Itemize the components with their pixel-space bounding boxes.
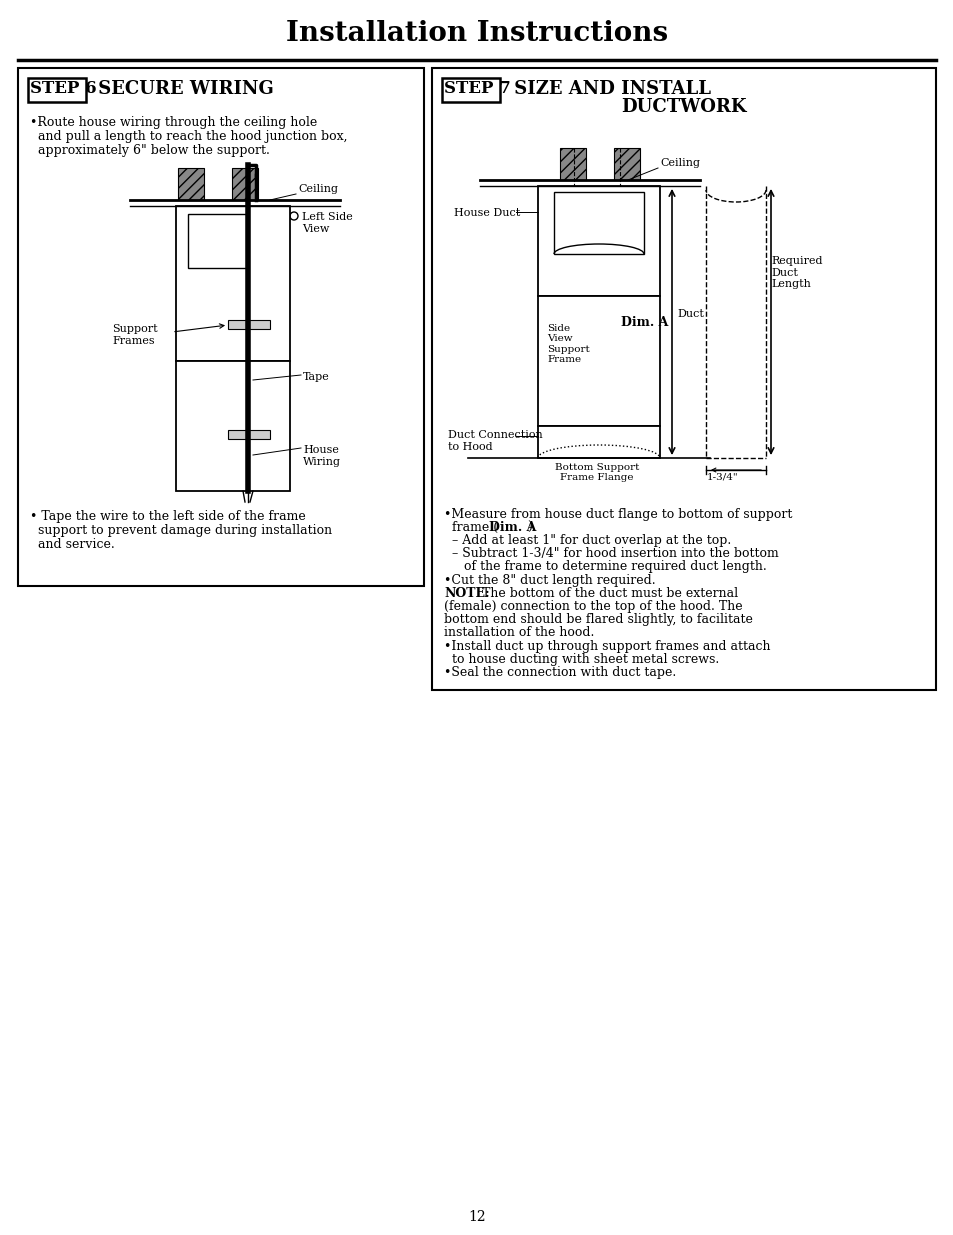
Text: •Install duct up through support frames and attach: •Install duct up through support frames … [443, 640, 770, 653]
Text: •Route house wiring through the ceiling hole: •Route house wiring through the ceiling … [30, 116, 317, 128]
Text: NOTE:: NOTE: [443, 587, 489, 600]
Bar [441, 78, 499, 103]
Bar [228, 320, 270, 329]
Text: 1-3/4": 1-3/4" [706, 473, 738, 482]
Bar [232, 168, 257, 200]
Bar [559, 148, 585, 180]
Bar [554, 191, 643, 254]
Text: – Subtract 1-3/4" for hood insertion into the bottom: – Subtract 1-3/4" for hood insertion int… [443, 547, 778, 559]
Bar [175, 361, 290, 492]
Text: of the frame to determine required duct length.: of the frame to determine required duct … [443, 559, 766, 573]
Text: Dim. A: Dim. A [489, 521, 536, 534]
Text: Support
Frames: Support Frames [112, 324, 157, 346]
Bar [537, 186, 659, 296]
Text: Ceiling: Ceiling [297, 184, 337, 194]
Text: Left Side
View: Left Side View [302, 212, 353, 233]
Text: The bottom of the duct must be external: The bottom of the duct must be external [477, 587, 738, 600]
Text: and pull a length to reach the hood junction box,: and pull a length to reach the hood junc… [30, 130, 347, 143]
Text: installation of the hood.: installation of the hood. [443, 626, 594, 638]
Text: •Seal the connection with duct tape.: •Seal the connection with duct tape. [443, 666, 676, 679]
Bar [537, 426, 659, 458]
Bar [28, 78, 86, 103]
Text: Duct: Duct [677, 309, 703, 319]
Bar [178, 168, 204, 200]
Text: Installation Instructions: Installation Instructions [286, 20, 667, 47]
Bar [18, 68, 423, 585]
Text: Side
View
Support
Frame: Side View Support Frame [546, 324, 589, 364]
Text: •Measure from house duct flange to bottom of support: •Measure from house duct flange to botto… [443, 508, 792, 521]
Text: Dim. A: Dim. A [620, 315, 667, 329]
Text: House Duct: House Duct [454, 207, 519, 219]
Text: •Cut the 8" duct length required.: •Cut the 8" duct length required. [443, 574, 655, 587]
Text: Required
Duct
Length: Required Duct Length [770, 256, 821, 289]
Bar [228, 430, 270, 438]
Text: • Tape the wire to the left side of the frame: • Tape the wire to the left side of the … [30, 510, 305, 522]
Text: Duct Connection
to Hood: Duct Connection to Hood [448, 430, 542, 452]
Text: and service.: and service. [30, 538, 114, 551]
Text: support to prevent damage during installation: support to prevent damage during install… [30, 524, 332, 537]
Bar [188, 214, 248, 268]
Text: – Add at least 1" for duct overlap at the top.: – Add at least 1" for duct overlap at th… [443, 534, 731, 547]
Text: bottom end should be flared slightly, to facilitate: bottom end should be flared slightly, to… [443, 613, 752, 626]
Text: STEP 7: STEP 7 [443, 80, 510, 98]
Bar [614, 148, 639, 180]
Bar [432, 68, 935, 690]
Text: SIZE AND INSTALL: SIZE AND INSTALL [507, 80, 710, 98]
Text: (female) connection to the top of the hood. The: (female) connection to the top of the ho… [443, 600, 741, 613]
Text: 12: 12 [468, 1210, 485, 1224]
Text: to house ducting with sheet metal screws.: to house ducting with sheet metal screws… [443, 653, 719, 666]
Circle shape [290, 212, 297, 220]
Text: House
Wiring: House Wiring [303, 445, 340, 467]
Text: ).: ). [526, 521, 536, 534]
Text: Bottom Support
Frame Flange: Bottom Support Frame Flange [555, 463, 639, 483]
Text: Tape: Tape [303, 372, 330, 382]
Text: frame (: frame ( [443, 521, 497, 534]
Text: STEP 6: STEP 6 [30, 80, 96, 98]
Text: approximately 6" below the support.: approximately 6" below the support. [30, 144, 270, 157]
Bar [537, 296, 659, 426]
Text: Ceiling: Ceiling [659, 158, 700, 168]
Bar [175, 206, 290, 361]
Text: SECURE WIRING: SECURE WIRING [91, 80, 274, 98]
Text: DUCTWORK: DUCTWORK [620, 98, 746, 116]
